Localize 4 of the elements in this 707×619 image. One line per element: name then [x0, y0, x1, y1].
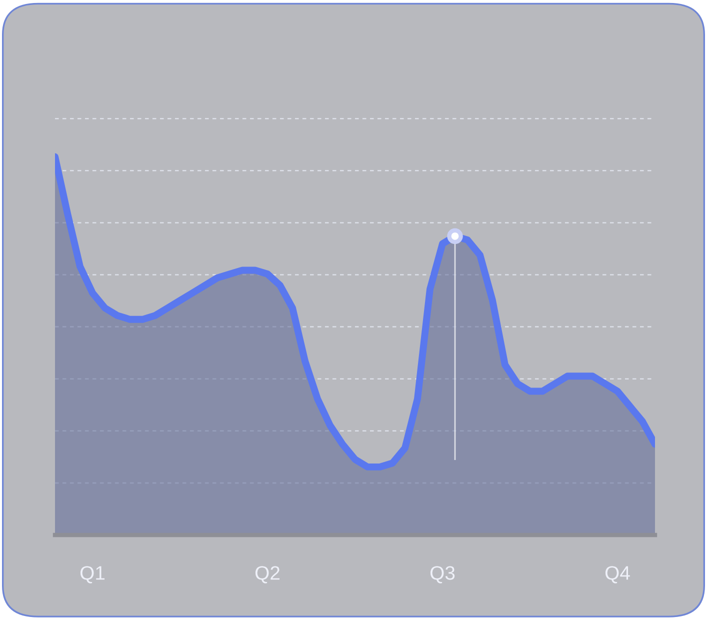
x-tick-label: Q4: [605, 566, 630, 584]
x-tick-label: Q2: [255, 566, 280, 584]
x-tick-label: Q1: [80, 566, 105, 584]
x-tick-label: Q3: [430, 566, 455, 584]
